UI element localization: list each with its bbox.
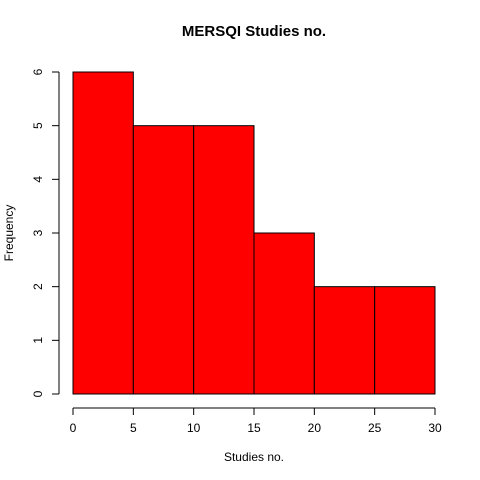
bar-1 [132, 125, 195, 395]
y-axis-label: Frequency [2, 205, 16, 262]
bars-group [72, 71, 436, 395]
bar-3 [253, 232, 315, 395]
x-tick-label-6: 30 [428, 421, 442, 435]
y-tick-label-4: 4 [31, 176, 45, 183]
y-tick-label-3: 3 [31, 229, 45, 236]
x-tick-label-1: 5 [130, 421, 137, 435]
x-axis-label: Studies no. [224, 450, 284, 464]
x-axis: 0 5 10 15 20 25 30 [70, 407, 442, 435]
bar-2 [193, 125, 255, 395]
y-axis: 0 1 2 3 4 5 6 [31, 68, 60, 397]
y-tick-label-6: 6 [31, 68, 45, 75]
x-tick-label-0: 0 [70, 421, 77, 435]
chart-title: MERSQI Studies no. [182, 23, 326, 40]
x-tick-label-4: 20 [308, 421, 322, 435]
x-tick-label-5: 25 [368, 421, 382, 435]
bar-4 [313, 286, 376, 395]
x-tick-label-2: 10 [187, 421, 201, 435]
bar-5 [374, 286, 436, 395]
y-tick-label-2: 2 [31, 283, 45, 290]
y-tick-label-1: 1 [31, 337, 45, 344]
bar-0 [72, 71, 134, 395]
x-tick-label-3: 15 [247, 421, 261, 435]
y-tick-label-0: 0 [31, 390, 45, 397]
y-tick-label-5: 5 [31, 122, 45, 129]
